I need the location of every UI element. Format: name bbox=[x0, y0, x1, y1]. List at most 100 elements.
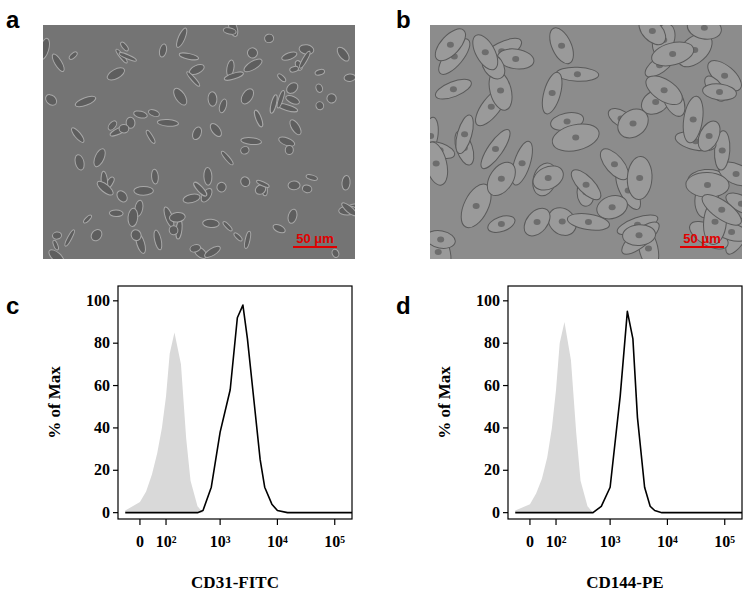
cell bbox=[202, 219, 219, 228]
nucleus bbox=[704, 182, 711, 188]
cell bbox=[253, 109, 265, 128]
cell bbox=[344, 73, 355, 81]
scale-bar bbox=[293, 246, 337, 248]
cell bbox=[240, 145, 251, 155]
cell bbox=[105, 65, 126, 82]
cell bbox=[239, 87, 256, 107]
cell bbox=[95, 179, 115, 197]
nucleus bbox=[728, 229, 735, 235]
nucleus bbox=[706, 133, 713, 139]
nucleus bbox=[430, 133, 434, 139]
micrograph bbox=[37, 19, 360, 267]
scale-bar-label: 50 μm bbox=[296, 231, 334, 246]
y-tick bbox=[113, 427, 118, 428]
cell bbox=[68, 51, 78, 61]
y-tick bbox=[503, 385, 508, 386]
cell bbox=[74, 94, 97, 109]
x-axis-label: CD31-FITC bbox=[191, 573, 279, 592]
cell bbox=[285, 80, 300, 95]
panel-letter: a bbox=[6, 6, 20, 33]
cell bbox=[185, 71, 201, 88]
nucleus bbox=[488, 104, 495, 110]
micrograph-background bbox=[430, 25, 742, 259]
cell bbox=[63, 229, 75, 247]
y-tick-label: 100 bbox=[86, 292, 110, 309]
cell bbox=[272, 223, 287, 235]
y-tick bbox=[503, 343, 508, 344]
nucleus bbox=[482, 49, 489, 55]
x-tick-label: 10⁴ bbox=[267, 533, 288, 550]
y-tick-label: 0 bbox=[492, 504, 500, 521]
y-tick-label: 40 bbox=[94, 419, 110, 436]
x-tick-label: 10³ bbox=[600, 533, 621, 550]
cell bbox=[134, 186, 154, 195]
cell bbox=[74, 154, 86, 171]
cell bbox=[622, 224, 656, 247]
y-tick-label: 80 bbox=[94, 334, 110, 351]
cell bbox=[285, 145, 294, 154]
nucleus bbox=[534, 219, 541, 225]
cell bbox=[680, 95, 706, 144]
nucleus bbox=[519, 160, 526, 166]
cell bbox=[127, 208, 138, 227]
plot-frame bbox=[508, 286, 742, 519]
cell bbox=[545, 25, 578, 67]
y-tick bbox=[113, 512, 118, 513]
nucleus bbox=[733, 171, 740, 177]
cell bbox=[204, 167, 213, 185]
x-tick bbox=[724, 519, 725, 525]
x-tick bbox=[139, 519, 140, 525]
cell bbox=[314, 68, 325, 76]
cell bbox=[288, 118, 304, 136]
nucleus bbox=[574, 71, 581, 77]
panel-letter: b bbox=[396, 6, 411, 33]
cell bbox=[239, 175, 251, 188]
nucleus bbox=[669, 51, 676, 57]
micrograph bbox=[415, 12, 752, 275]
cell bbox=[216, 181, 227, 193]
cell bbox=[208, 91, 218, 106]
cell bbox=[264, 33, 275, 43]
scale-bar bbox=[680, 246, 724, 248]
nucleus bbox=[473, 203, 480, 209]
cell bbox=[151, 169, 159, 184]
nucleus bbox=[549, 90, 556, 96]
cell bbox=[208, 122, 224, 139]
cell bbox=[341, 175, 350, 190]
y-tick bbox=[113, 343, 118, 344]
cell bbox=[52, 240, 60, 251]
cell bbox=[241, 137, 262, 146]
cell bbox=[566, 211, 610, 233]
cell bbox=[698, 189, 742, 230]
y-tick bbox=[503, 470, 508, 471]
x-tick-label: 10² bbox=[546, 533, 567, 550]
cell bbox=[649, 38, 696, 70]
x-tick bbox=[277, 519, 278, 525]
nucleus bbox=[645, 245, 652, 251]
cell bbox=[218, 98, 228, 113]
cell bbox=[331, 248, 340, 258]
cell bbox=[685, 25, 723, 42]
cell bbox=[626, 156, 653, 200]
cell bbox=[70, 126, 86, 144]
cell bbox=[182, 192, 201, 204]
cell bbox=[430, 228, 457, 250]
x-tick bbox=[529, 519, 530, 525]
histogram-area bbox=[125, 333, 352, 513]
y-tick bbox=[113, 470, 118, 471]
nucleus bbox=[716, 89, 723, 95]
cell bbox=[92, 147, 108, 168]
cell bbox=[115, 189, 130, 204]
x-tick-label: 10⁵ bbox=[324, 533, 345, 550]
cell bbox=[519, 203, 555, 241]
scale-bar-label: 50 μm bbox=[683, 231, 721, 246]
cell bbox=[43, 37, 52, 60]
nucleus bbox=[712, 219, 719, 225]
nucleus bbox=[559, 219, 566, 225]
nucleus bbox=[636, 175, 643, 181]
nucleus bbox=[649, 28, 656, 34]
cell bbox=[301, 184, 312, 194]
histogram-line bbox=[125, 305, 352, 513]
nucleus bbox=[721, 73, 728, 79]
nucleus bbox=[572, 135, 579, 141]
